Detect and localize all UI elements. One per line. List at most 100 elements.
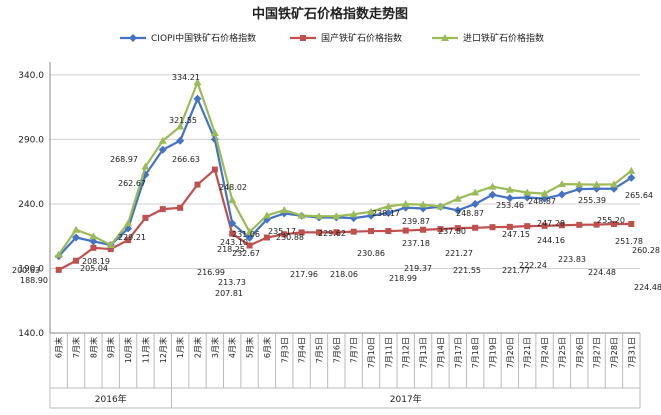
data-point xyxy=(627,166,636,174)
x-tick-label: 12月末 xyxy=(158,337,168,363)
data-point xyxy=(453,206,462,215)
x-tick-label: 5月末 xyxy=(245,337,255,358)
data-label: 239.87 xyxy=(402,217,430,226)
data-point xyxy=(333,229,340,236)
series-layer xyxy=(54,78,636,273)
data-label: 217.96 xyxy=(290,270,318,279)
data-label: 238.17 xyxy=(372,209,400,218)
x-tick-label: 2月末 xyxy=(193,337,203,358)
data-label: 229.21 xyxy=(118,233,146,242)
data-point xyxy=(194,181,201,188)
data-point xyxy=(472,224,479,231)
x-tick-label: 7月末 xyxy=(71,337,81,358)
data-label: 205.04 xyxy=(80,264,108,273)
data-label: 253.46 xyxy=(496,201,524,210)
x-tick-label: 7月3日 xyxy=(280,337,289,363)
x-tick-label: 7月10日 xyxy=(367,337,376,368)
x-tick-label: 7月13日 xyxy=(419,337,428,368)
data-label: 260.28 xyxy=(632,246,660,255)
y-tick-label: 190.0 xyxy=(18,264,44,274)
data-point xyxy=(384,208,393,217)
data-label: 221.77 xyxy=(502,266,530,275)
data-point xyxy=(176,136,185,145)
data-point xyxy=(541,222,548,229)
series-triangle xyxy=(54,78,636,258)
data-point xyxy=(436,202,445,210)
x-tick-label: 7月21日 xyxy=(523,337,532,368)
data-label: 248.87 xyxy=(456,209,484,218)
data-point xyxy=(314,212,323,220)
data-point xyxy=(141,162,150,170)
data-point xyxy=(90,244,97,251)
data-point xyxy=(229,230,236,237)
x-tick-label: 7月6日 xyxy=(332,337,341,363)
data-point xyxy=(263,234,270,241)
series-line xyxy=(57,95,632,257)
data-label: 237.80 xyxy=(438,227,466,236)
x-tick-label: 7月19日 xyxy=(489,337,498,368)
data-point xyxy=(245,233,254,242)
data-point xyxy=(385,228,392,235)
data-point xyxy=(106,241,115,249)
x-tick-label: 7月24日 xyxy=(541,337,550,368)
data-point xyxy=(402,227,409,234)
x-tick-label: 7月12日 xyxy=(402,337,411,368)
data-label: 231.06 xyxy=(232,230,260,239)
data-label: 188.90 xyxy=(20,276,48,285)
data-label: 213.73 xyxy=(218,278,246,287)
data-point xyxy=(368,228,375,235)
data-label: 334.21 xyxy=(172,73,200,82)
x-tick-label: 7月26日 xyxy=(575,337,584,368)
data-point xyxy=(593,221,600,228)
data-point xyxy=(506,223,513,230)
data-point xyxy=(54,250,63,258)
x-tick-label: 7月31日 xyxy=(627,337,636,368)
data-label: 262.67 xyxy=(118,179,146,188)
data-label: 247.15 xyxy=(502,230,530,239)
data-point xyxy=(176,122,185,130)
data-label: 248.87 xyxy=(528,197,556,206)
data-point xyxy=(246,242,253,249)
data-label: 247.28 xyxy=(537,219,565,228)
data-label: 221.27 xyxy=(445,249,473,258)
data-point xyxy=(523,188,532,196)
data-label: 224.48 xyxy=(588,268,616,277)
data-point xyxy=(384,202,393,210)
y-tick-label: 140.0 xyxy=(18,329,44,339)
data-label: 265.64 xyxy=(625,191,653,200)
x-tick-label: 7月25日 xyxy=(558,337,567,368)
data-point xyxy=(211,166,218,173)
data-point xyxy=(540,189,549,197)
data-point xyxy=(420,226,427,233)
x-tick-label: 7月5日 xyxy=(315,337,324,363)
data-point xyxy=(142,214,149,221)
x-tick-label: 6月末 xyxy=(54,337,64,358)
year-label: 2016年 xyxy=(95,393,127,405)
data-point xyxy=(557,190,566,199)
data-point xyxy=(609,180,618,188)
data-point xyxy=(158,145,167,154)
data-point xyxy=(471,188,480,196)
data-point xyxy=(488,190,497,199)
y-tick-label: 240.0 xyxy=(18,200,44,210)
data-point xyxy=(332,212,341,220)
data-label: 268.97 xyxy=(110,155,138,164)
data-point xyxy=(193,94,202,103)
data-point xyxy=(125,237,132,244)
data-point xyxy=(245,228,254,236)
y-tick-label: 290.0 xyxy=(18,135,44,145)
x-tick-label: 7月11日 xyxy=(384,337,393,368)
x-tick-label: 7月7日 xyxy=(350,337,359,363)
x-tick-label: 7月28日 xyxy=(610,337,619,368)
x-tick-label: 9月末 xyxy=(106,337,116,358)
x-tick-label: 7月17日 xyxy=(454,337,463,368)
data-point xyxy=(73,257,80,264)
data-point xyxy=(401,200,410,208)
data-label: 235.17 xyxy=(268,227,296,236)
data-point xyxy=(129,34,137,42)
data-label: 255.20 xyxy=(597,216,625,225)
legend-label: 进口铁矿石价格指数 xyxy=(463,32,544,44)
